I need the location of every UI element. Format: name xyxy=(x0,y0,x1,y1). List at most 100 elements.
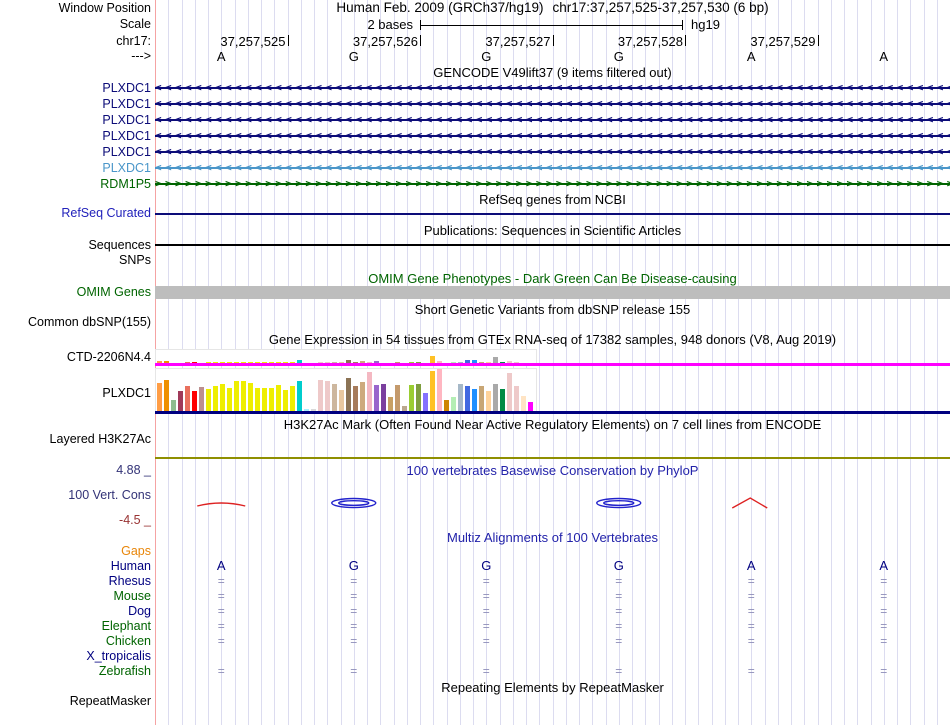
publications-track-title[interactable]: Publications: Sequences in Scientific Ar… xyxy=(423,223,682,238)
gtex-tissue-bar[interactable] xyxy=(472,389,477,411)
multiz-species-zebrafish[interactable]: Zebrafish xyxy=(98,664,151,678)
gtex-tissue-bar[interactable] xyxy=(465,386,470,411)
refseq-track-title[interactable]: RefSeq genes from NCBI xyxy=(479,192,626,207)
multiz-track-title[interactable]: Multiz Alignments of 100 Vertebrates xyxy=(446,530,658,545)
gtex-tissue-bar[interactable] xyxy=(437,361,442,364)
gtex-tissue-bar[interactable] xyxy=(409,385,414,411)
gtex-tissue-bar[interactable] xyxy=(521,396,526,411)
common-dbsnp-label[interactable]: Common dbSNP(155) xyxy=(28,315,151,329)
gtex-tissue-bar[interactable] xyxy=(213,386,218,411)
gtex-tissue-bar[interactable] xyxy=(416,384,421,411)
gtex-tissue-bar[interactable] xyxy=(157,383,162,411)
gtex-tissue-bar[interactable] xyxy=(493,384,498,411)
gene-item-plxdc1[interactable]: <<<<<<<<<<<<<<<<<<<<<<<<<<<<<<<<<<<<<<<<… xyxy=(155,161,950,174)
conservation-label[interactable]: 100 Vert. Cons xyxy=(68,488,151,502)
gtex-tissue-bar[interactable] xyxy=(360,382,365,411)
gtex-tissue-bar[interactable] xyxy=(227,388,232,411)
gtex-tissue-bar[interactable] xyxy=(444,400,449,411)
gtex-tissue-bar[interactable] xyxy=(164,380,169,411)
multiz-species-gaps[interactable]: Gaps xyxy=(121,544,151,558)
gtex-tissue-bar[interactable] xyxy=(500,389,505,411)
gene-label-plxdc1[interactable]: PLXDC1 xyxy=(102,97,151,111)
gtex-tissue-bar[interactable] xyxy=(311,409,316,411)
gtex-tissue-bar[interactable] xyxy=(318,380,323,411)
gtex-tissue-bar[interactable] xyxy=(192,391,197,411)
multiz-species-chicken[interactable]: Chicken xyxy=(105,634,151,648)
gtex-tissue-bar[interactable] xyxy=(472,360,477,364)
omim-track-title[interactable]: OMIM Gene Phenotypes - Dark Green Can Be… xyxy=(368,271,737,286)
gtex-plxdc1-baseline[interactable] xyxy=(155,411,950,414)
gtex-tissue-bar[interactable] xyxy=(374,361,379,364)
gtex-ctd-baseline[interactable] xyxy=(155,363,950,366)
multiz-species-rhesus[interactable]: Rhesus xyxy=(108,574,151,588)
gtex-tissue-bar[interactable] xyxy=(360,361,365,364)
gtex-tissue-bar[interactable] xyxy=(479,386,484,411)
gene-item-plxdc1[interactable]: <<<<<<<<<<<<<<<<<<<<<<<<<<<<<<<<<<<<<<<<… xyxy=(155,97,950,110)
h3k27ac-track-title[interactable]: H3K27Ac Mark (Often Found Near Active Re… xyxy=(283,417,822,432)
gtex-tissue-bar[interactable] xyxy=(178,391,183,411)
gtex-tissue-bar[interactable] xyxy=(437,369,442,411)
gtex-tissue-bar[interactable] xyxy=(220,384,225,411)
gtex-tissue-bar[interactable] xyxy=(332,384,337,411)
gtex-plxdc1-label[interactable]: PLXDC1 xyxy=(102,386,151,400)
gtex-tissue-bar[interactable] xyxy=(283,390,288,411)
omim-genes-label[interactable]: OMIM Genes xyxy=(76,285,151,299)
h3k27ac-signal-line[interactable] xyxy=(155,457,950,459)
gtex-tissue-bar[interactable] xyxy=(346,378,351,411)
gencode-track-title[interactable]: GENCODE V49lift37 (9 items filtered out) xyxy=(433,65,672,80)
gtex-tissue-bar[interactable] xyxy=(241,381,246,411)
gtex-tissue-bar[interactable] xyxy=(507,373,512,411)
dbsnp-track-title[interactable]: Short Genetic Variants from dbSNP releas… xyxy=(414,302,691,317)
gtex-tissue-bar[interactable] xyxy=(528,402,533,411)
gtex-tissue-bar[interactable] xyxy=(199,387,204,411)
conservation-wiggle[interactable] xyxy=(155,495,950,513)
gene-item-plxdc1[interactable]: <<<<<<<<<<<<<<<<<<<<<<<<<<<<<<<<<<<<<<<<… xyxy=(155,145,950,158)
multiz-species-dog[interactable]: Dog xyxy=(128,604,151,618)
gtex-tissue-bar[interactable] xyxy=(367,372,372,411)
snps-label[interactable]: SNPs xyxy=(119,253,151,267)
repeatmasker-track-title[interactable]: Repeating Elements by RepeatMasker xyxy=(441,680,664,695)
publications-sequences-item[interactable] xyxy=(155,244,950,246)
gtex-tissue-bar[interactable] xyxy=(514,386,519,411)
gtex-tissue-bar[interactable] xyxy=(297,360,302,364)
multiz-species-x_tropicalis[interactable]: X_tropicalis xyxy=(86,649,151,663)
gtex-tissue-bar[interactable] xyxy=(374,385,379,411)
gtex-tissue-bar[interactable] xyxy=(269,388,274,411)
gtex-tissue-bar[interactable] xyxy=(171,400,176,411)
gtex-tissue-bar[interactable] xyxy=(423,393,428,411)
gtex-tissue-bar[interactable] xyxy=(458,384,463,411)
gtex-tissue-bar[interactable] xyxy=(402,406,407,411)
gtex-tissue-bar[interactable] xyxy=(276,385,281,411)
gene-label-plxdc1[interactable]: PLXDC1 xyxy=(102,145,151,159)
refseq-curated-label[interactable]: RefSeq Curated xyxy=(61,206,151,220)
gene-label-plxdc1[interactable]: PLXDC1 xyxy=(102,81,151,95)
multiz-species-elephant[interactable]: Elephant xyxy=(101,619,151,633)
gene-item-plxdc1[interactable]: <<<<<<<<<<<<<<<<<<<<<<<<<<<<<<<<<<<<<<<<… xyxy=(155,81,950,94)
gtex-tissue-bar[interactable] xyxy=(381,384,386,411)
gtex-tissue-bar[interactable] xyxy=(451,397,456,411)
gtex-tissue-bar[interactable] xyxy=(339,390,344,411)
gtex-tissue-bar[interactable] xyxy=(290,386,295,411)
gtex-tissue-bar[interactable] xyxy=(185,386,190,411)
gtex-tissue-bar[interactable] xyxy=(325,381,330,411)
layered-h3k27ac-label[interactable]: Layered H3K27Ac xyxy=(49,432,151,446)
gtex-tissue-bar[interactable] xyxy=(346,360,351,364)
multiz-species-human[interactable]: Human xyxy=(110,559,151,573)
gtex-tissue-bar[interactable] xyxy=(297,381,302,411)
repeatmasker-label[interactable]: RepeatMasker xyxy=(69,694,151,708)
gene-label-plxdc1[interactable]: PLXDC1 xyxy=(102,161,151,175)
gene-label-plxdc1[interactable]: PLXDC1 xyxy=(102,129,151,143)
multiz-species-mouse[interactable]: Mouse xyxy=(113,589,151,603)
gtex-tissue-bar[interactable] xyxy=(248,383,253,411)
gtex-tissue-bar[interactable] xyxy=(388,397,393,411)
gene-item-rdm1p5[interactable]: >>>>>>>>>>>>>>>>>>>>>>>>>>>>>>>>>>>>>>>>… xyxy=(155,177,950,190)
gene-item-plxdc1[interactable]: <<<<<<<<<<<<<<<<<<<<<<<<<<<<<<<<<<<<<<<<… xyxy=(155,129,950,142)
omim-gene-bar[interactable] xyxy=(155,286,950,299)
gtex-plxdc1-barchart[interactable] xyxy=(155,368,537,411)
gtex-ctd-label[interactable]: CTD-2206N4.4 xyxy=(66,350,151,364)
gene-item-plxdc1[interactable]: <<<<<<<<<<<<<<<<<<<<<<<<<<<<<<<<<<<<<<<<… xyxy=(155,113,950,126)
gtex-tissue-bar[interactable] xyxy=(353,386,358,411)
gtex-tissue-bar[interactable] xyxy=(486,391,491,411)
gtex-tissue-bar[interactable] xyxy=(255,388,260,411)
gtex-tissue-bar[interactable] xyxy=(493,357,498,364)
